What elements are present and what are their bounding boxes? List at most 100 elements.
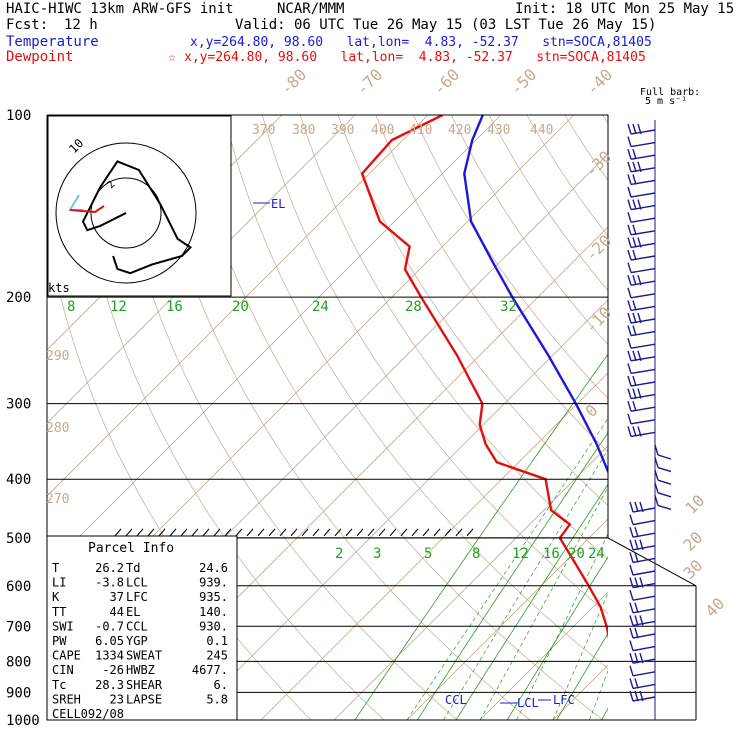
hatch-mark (158, 528, 166, 537)
wind-barb-flag (627, 300, 632, 311)
ccl-label: CCL (445, 693, 467, 707)
wind-barb-staff (632, 570, 656, 576)
parcel-value: 930. (199, 619, 228, 633)
dry-adiabat-line (224, 115, 608, 669)
wind-barb-flag (629, 615, 634, 626)
pressure-tick-label: 1000 (6, 713, 40, 729)
mixing-ratio-label: 32 (500, 299, 517, 315)
wind-barb-flag (627, 337, 632, 349)
wind-barb-staff (630, 381, 656, 387)
wind-barb-flag (627, 224, 632, 236)
dry-adiabat-label: 390 (331, 123, 354, 138)
parcel-value: 092/08 (81, 707, 124, 721)
wind-barb-flag (634, 602, 639, 614)
parcel-key: EL (126, 605, 140, 619)
hatch-mark (367, 528, 375, 537)
isotherm-line (187, 299, 608, 720)
wind-barb-staff (632, 545, 656, 551)
mixing-ratio-line (682, 115, 740, 720)
wind-barb-flag (629, 514, 634, 525)
hatch-mark (257, 528, 265, 537)
hatch-mark (444, 528, 452, 537)
isotherm-line (626, 115, 740, 720)
wind-barb-flag (637, 237, 642, 248)
wind-barb-flag (627, 136, 632, 147)
barb-title: Full barb: (640, 87, 700, 98)
hatch-mark (290, 528, 298, 537)
init-time: Init: 18 UTC Mon 25 May 15 (515, 1, 735, 17)
star-marker: ☆ (168, 50, 176, 65)
pressure-tick-label: 100 (6, 108, 31, 124)
wind-barb-flag (657, 454, 672, 460)
parcel-key: Tc (52, 678, 66, 692)
wind-barb-staff (630, 154, 656, 160)
wind-barb-flag (637, 274, 642, 286)
parcel-value: 28.3 (95, 678, 124, 692)
dewpoint-station-info: x,y=264.80, 98.60 lat,lon= 4.83, -52.37 … (184, 50, 646, 65)
wind-barb-flag (637, 199, 642, 210)
wind-barb-flag (629, 602, 634, 614)
wind-barb-flag (627, 287, 632, 299)
dry-adiabat-line (526, 115, 608, 237)
wind-barb-flag (632, 350, 637, 362)
temperature-legend: Temperature (6, 34, 99, 50)
hatch-mark (268, 528, 276, 537)
dry-adiabat-line (186, 115, 604, 720)
wind-barb-flag (634, 501, 639, 513)
hatch-mark (312, 528, 320, 537)
wind-barb-staff (632, 683, 656, 690)
fcst-value: 12 h (64, 17, 98, 33)
wind-barb-flag (632, 426, 637, 437)
wind-barb-flag (627, 413, 632, 425)
mixing-ratio-line (601, 707, 608, 720)
mixing-ratio-label: 12 (110, 299, 127, 315)
wind-barb-flag (637, 312, 642, 324)
parcel-value: -0.7 (95, 619, 124, 633)
wind-barb-flag (639, 690, 644, 702)
wind-barb-flag (634, 615, 639, 626)
wind-barb-flag (629, 539, 634, 551)
isotherm-label: 10 (681, 491, 708, 518)
wind-barb-staff (632, 658, 656, 664)
wind-barb-flag (637, 161, 642, 173)
hatch-mark (345, 528, 353, 537)
hatch-mark (246, 528, 254, 537)
wind-barb-flag (637, 350, 642, 362)
parcel-value: 140. (199, 605, 228, 619)
wind-barb-staff (630, 330, 656, 337)
parcel-value: 6. (214, 678, 228, 692)
wind-barb-flag (632, 300, 637, 311)
mixing-ratio-line (417, 431, 608, 720)
wind-barb-staff (630, 242, 656, 249)
wind-barb-flag (632, 388, 637, 399)
pressure-tick-label: 900 (6, 685, 31, 701)
parcel-key: TT (52, 605, 66, 619)
wind-barb-staff (630, 368, 656, 375)
hatch-mark (466, 528, 474, 537)
isotherm-label: -50 (506, 65, 540, 99)
hatch-mark (224, 528, 232, 537)
hatch-mark (125, 528, 133, 537)
parcel-value: 37 (110, 590, 124, 604)
pressure-tick-label: 200 (6, 290, 31, 306)
wind-barb-staff (630, 192, 656, 198)
hatch-mark (334, 528, 342, 537)
moist-adiabat-line (552, 592, 608, 720)
dry-adiabat-line (73, 115, 385, 720)
mixing-ratio-label: 20 (568, 546, 585, 562)
pressure-tick-label: 300 (6, 397, 31, 413)
parcel-key: Td (126, 561, 140, 575)
wind-barb-flag (627, 174, 632, 185)
mixing-ratio-line (354, 353, 608, 720)
frame-slant (607, 537, 697, 587)
parcel-key: T (52, 561, 59, 575)
wind-barb-staff (630, 280, 656, 286)
mixing-ratio-label: 20 (232, 299, 249, 315)
dry-adiabat-label: 370 (252, 123, 275, 138)
temperature-profile (463, 115, 608, 475)
wind-barb-staff (630, 129, 656, 135)
pressure-tick-label: 800 (6, 654, 31, 670)
wind-barb-flag (627, 400, 632, 412)
hatch-mark (400, 528, 408, 537)
isotherm-label: -10 (581, 303, 615, 337)
